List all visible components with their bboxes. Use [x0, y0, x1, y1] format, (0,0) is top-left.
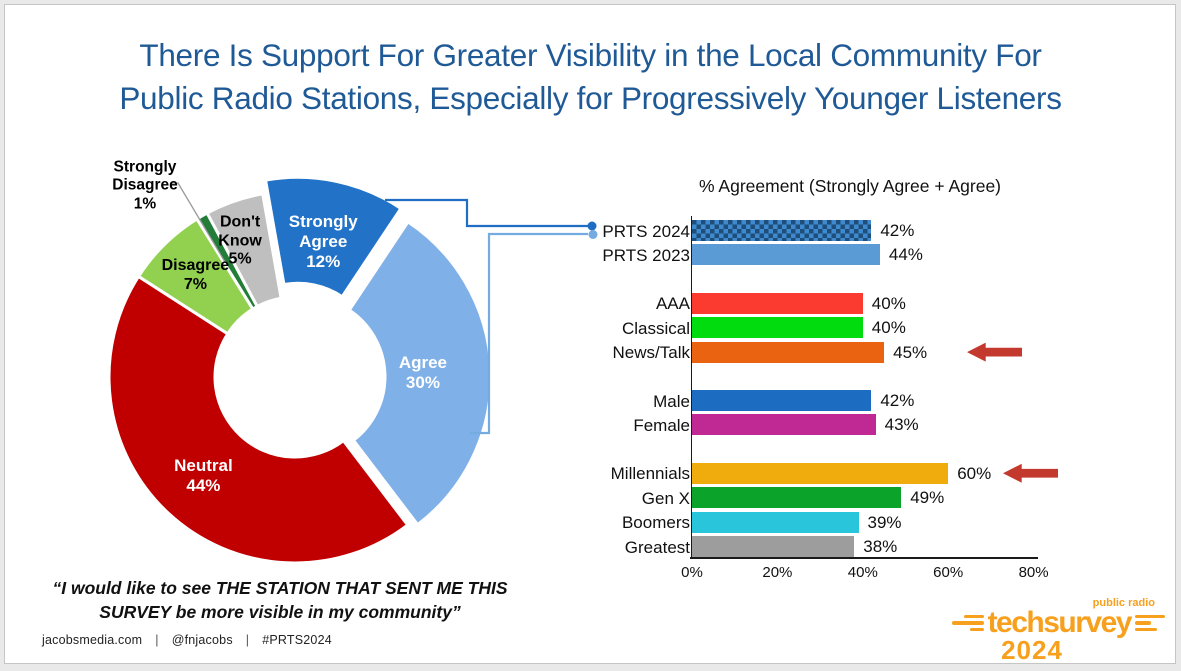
x-tick-40: 40% [847, 564, 878, 581]
slide-title-line-1: There Is Support For Greater Visibility … [139, 37, 1042, 73]
bar-label-female: Female [633, 415, 690, 435]
bar-label-aaa: AAA [655, 294, 690, 314]
bar-aaa [692, 292, 863, 314]
footer-hashtag: #PRTS2024 [262, 633, 332, 647]
bar-label-prts-2023: PRTS 2023 [602, 245, 690, 265]
survey-quote: “I would like to see THE STATION THAT SE… [40, 576, 520, 624]
speed-lines-left-icon [951, 615, 984, 631]
bar-label-millennials: Millennials [610, 464, 690, 484]
bar-value-aaa: 40% [871, 293, 906, 313]
bar-chart-title: % Agreement (Strongly Agree + Agree) [698, 176, 1002, 196]
slide-title-line-2: Public Radio Stations, Especially for Pr… [119, 80, 1062, 116]
donut-label-strongly-agree: Strongly Agree 12% [288, 211, 358, 271]
x-tick-80: 80% [1018, 564, 1049, 581]
bar-female [692, 414, 876, 436]
bar-value-male: 42% [880, 391, 915, 410]
x-axis-line [690, 557, 1038, 559]
bar-gen-x [692, 487, 902, 509]
footer-separator: | [245, 633, 250, 647]
logo-tagline: public radio [1092, 597, 1155, 609]
bar-value-gen-x: 49% [910, 488, 945, 508]
donut-label-strongly-disagree: Strongly Disagree 1% [112, 158, 178, 213]
footer-website: jacobsmedia.com [42, 633, 143, 647]
bar-label-news-talk: News/Talk [612, 343, 690, 363]
bar-male [692, 390, 872, 411]
donut-label-disagree: Disagree 7% [161, 256, 230, 293]
logo-brand: techsurvey [987, 606, 1133, 639]
bar-millennials [692, 462, 949, 484]
x-tick-60: 60% [933, 564, 964, 581]
bar-label-boomers: Boomers [621, 513, 690, 533]
bar-value-news-talk: 45% [893, 342, 928, 362]
techsurvey-logo: public radio techsurvey 2024 [945, 597, 1165, 663]
bar-news-talk [692, 341, 885, 363]
bar-classical [692, 317, 863, 339]
bar-value-prts-2024: 42% [880, 221, 915, 240]
bar-label-classical: Classical [621, 318, 690, 338]
bar-value-classical: 40% [871, 318, 906, 338]
logo-year: 2024 [1001, 635, 1063, 665]
bar-greatest [692, 536, 855, 557]
donut-label-neutral: Neutral 44% [174, 456, 233, 496]
bar-boomers [692, 511, 859, 533]
bar-value-millennials: 60% [957, 463, 992, 483]
x-tick-20: 20% [762, 564, 793, 581]
donut-label-agree: Agree 30% [398, 352, 448, 392]
speed-lines-right-icon [1135, 615, 1165, 631]
quote-line-1: “I would like to see THE STATION THAT SE… [52, 578, 508, 598]
bar-value-prts-2023: 44% [888, 245, 923, 265]
highlight-arrow-millennials [1003, 463, 1058, 483]
bar-label-greatest: Greatest [624, 537, 690, 557]
highlight-arrow-news-talk [967, 342, 1022, 362]
footer-separator: | [155, 633, 159, 647]
footer-twitter-handle: @fnjacobs [171, 633, 233, 647]
bar-label-gen-x: Gen X [641, 488, 690, 508]
bar-value-female: 43% [884, 415, 919, 435]
quote-line-2: SURVEY be more visible in my community” [99, 602, 461, 622]
logo-brand-row: techsurvey [945, 606, 1165, 639]
y-axis-line [690, 216, 692, 557]
bar-label-male: Male [653, 391, 690, 411]
bar-value-greatest: 38% [863, 537, 898, 556]
bar-prts-2024 [692, 220, 872, 241]
slide-title: There Is Support For Greater Visibility … [0, 34, 1181, 120]
x-tick-0: 0% [681, 564, 703, 581]
bar-prts-2023 [692, 244, 880, 266]
bar-value-boomers: 39% [867, 512, 902, 532]
footer: jacobsmedia.com | @fnjacobs | #PRTS2024 [42, 633, 332, 647]
bar-label-prts-2024: PRTS 2024 [602, 221, 690, 241]
donut-label-don-t-know: Don't Know 5% [218, 213, 262, 269]
